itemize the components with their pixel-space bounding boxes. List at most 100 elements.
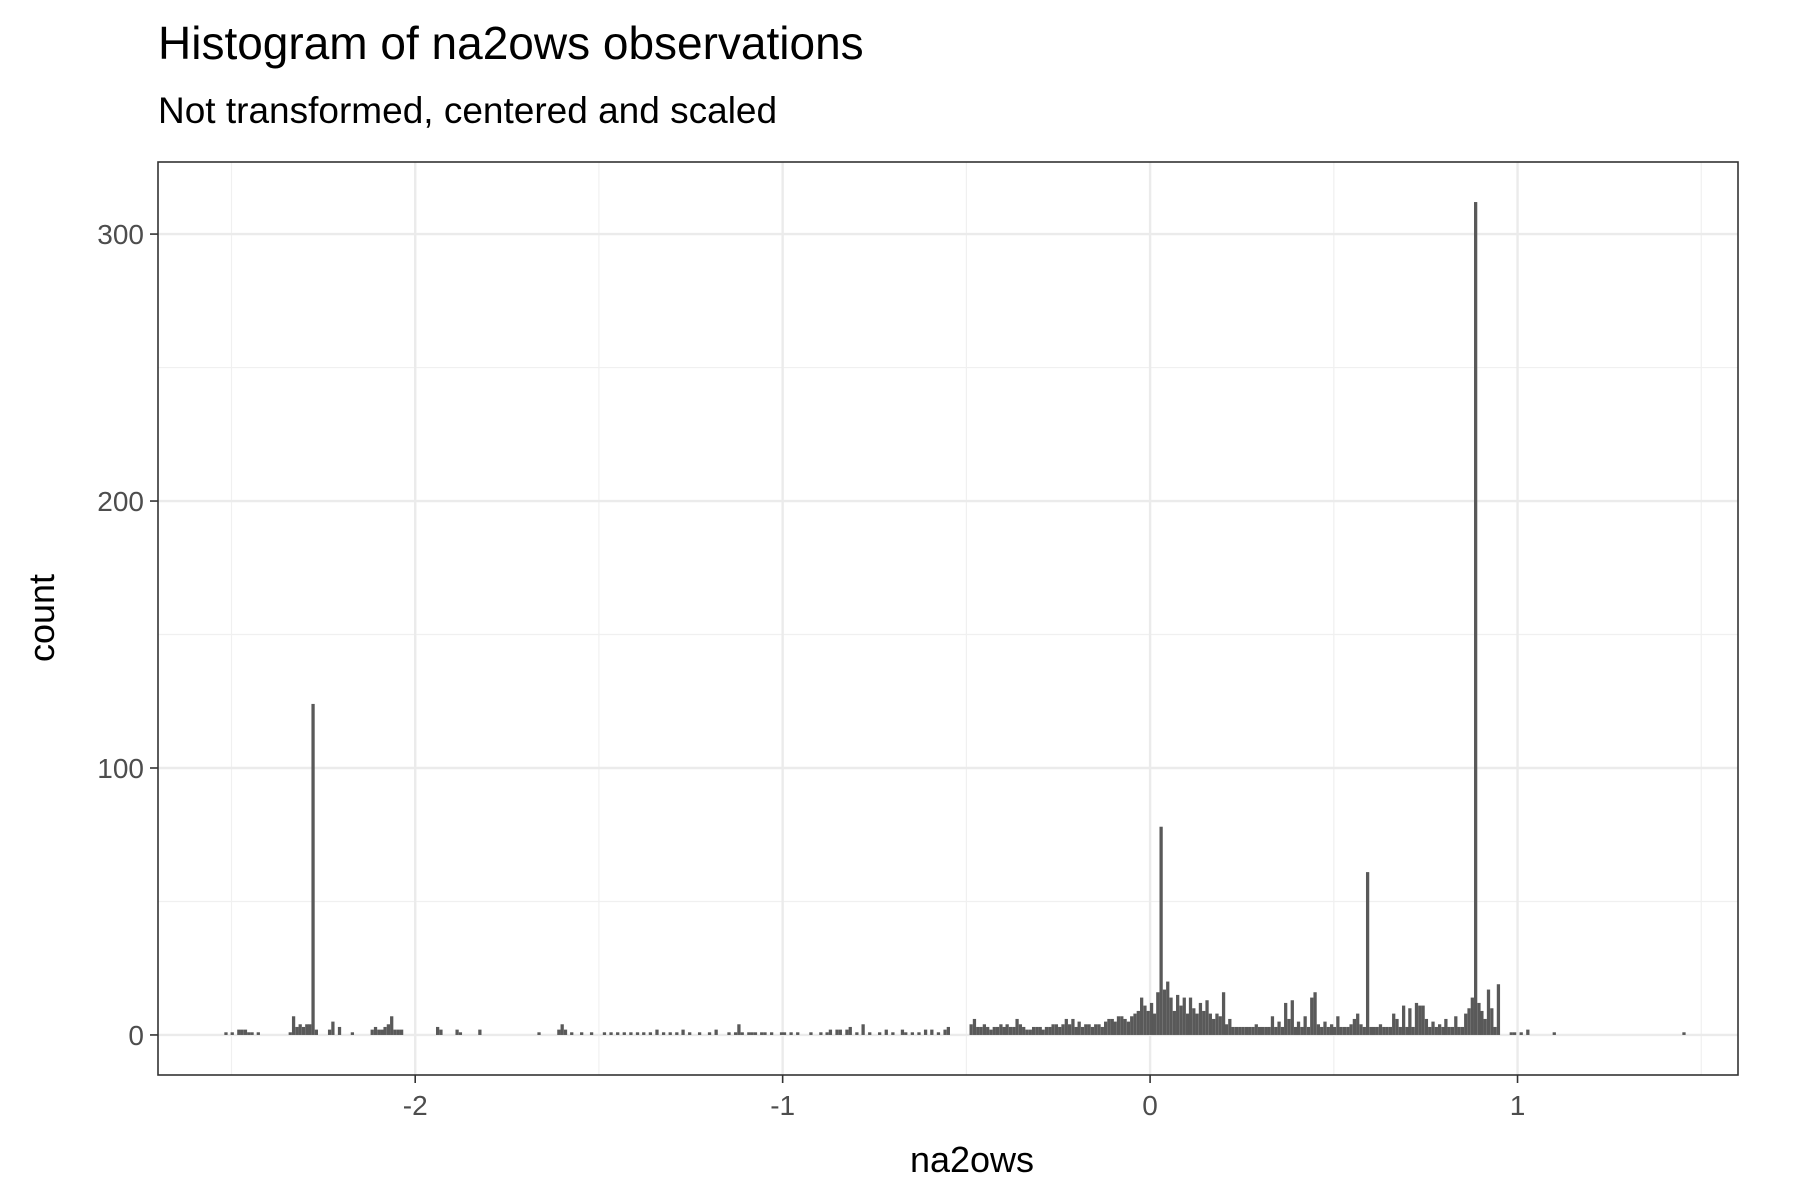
histogram-bar — [1267, 1026, 1271, 1035]
histogram-bar — [1467, 1008, 1471, 1035]
histogram-bar — [1260, 1026, 1265, 1035]
histogram-bar — [753, 1032, 758, 1035]
histogram-bar — [1022, 1026, 1026, 1035]
histogram-bar — [237, 1029, 241, 1035]
histogram-bar — [570, 1032, 574, 1035]
histogram-bar — [1284, 1002, 1288, 1035]
histogram-bar — [1447, 1026, 1451, 1035]
histogram-bar — [707, 1032, 712, 1035]
histogram-bar — [976, 1026, 980, 1035]
histogram-bars — [224, 202, 1686, 1035]
x-tick-label: -2 — [403, 1090, 428, 1121]
histogram-bar — [1457, 1026, 1461, 1035]
histogram-bar — [828, 1029, 833, 1035]
histogram-bar — [1205, 1000, 1209, 1035]
histogram-bar — [668, 1032, 672, 1035]
histogram-bar — [250, 1032, 254, 1035]
histogram-bar — [1382, 1026, 1386, 1035]
histogram-bar — [868, 1032, 872, 1035]
histogram-bar — [1067, 1024, 1072, 1035]
histogram-bar — [1293, 1026, 1298, 1035]
histogram-bar — [1519, 1032, 1523, 1035]
histogram-bar — [1424, 1018, 1429, 1035]
histogram-bar — [563, 1029, 568, 1035]
histogram-bar — [1080, 1026, 1085, 1035]
histogram-bar — [291, 1016, 296, 1035]
x-tick-label: 0 — [1142, 1090, 1158, 1121]
histogram-bar — [1133, 1013, 1137, 1035]
histogram-bar — [305, 1024, 309, 1035]
histogram-bar — [1323, 1021, 1327, 1035]
y-tick-label: 300 — [97, 219, 144, 250]
histogram-bar — [900, 1029, 905, 1035]
histogram-bar — [1526, 1029, 1530, 1035]
histogram-bar — [1460, 1026, 1465, 1035]
histogram-bar — [1025, 1029, 1029, 1035]
histogram-bar — [1270, 1016, 1275, 1035]
histogram-bar — [1041, 1029, 1045, 1035]
histogram-bar — [393, 1029, 397, 1035]
histogram-bar — [1054, 1024, 1059, 1035]
histogram-bar — [1107, 1018, 1111, 1035]
histogram-bar — [1074, 1026, 1078, 1035]
histogram-bar — [1320, 1026, 1324, 1035]
histogram-bar — [616, 1032, 620, 1035]
histogram-bar — [1234, 1026, 1239, 1035]
histogram-bar — [1005, 1024, 1009, 1035]
histogram-bar — [943, 1029, 947, 1035]
histogram-bar — [760, 1032, 764, 1035]
histogram-bar — [560, 1024, 564, 1035]
histogram-bar — [1470, 997, 1474, 1035]
histogram-bar — [688, 1032, 692, 1035]
histogram-bar — [383, 1026, 387, 1035]
histogram-bar — [1369, 1026, 1373, 1035]
histogram-bar — [1156, 992, 1160, 1035]
histogram-bar — [946, 1026, 950, 1035]
histogram-bar — [390, 1016, 394, 1035]
x-axis-title: na2ows — [910, 1139, 1034, 1180]
histogram-bar — [1212, 1018, 1216, 1035]
histogram-bar — [1241, 1026, 1245, 1035]
histogram-bar — [1346, 1026, 1350, 1035]
histogram-bar — [769, 1032, 774, 1035]
histogram-bar — [1071, 1018, 1075, 1035]
histogram-bar — [311, 703, 315, 1035]
histogram-bar — [1421, 1005, 1425, 1035]
histogram-bar — [982, 1024, 987, 1035]
histogram-bar — [224, 1032, 228, 1035]
histogram-bar — [1140, 997, 1144, 1035]
histogram-bar — [1342, 1026, 1347, 1035]
histogram-bar — [337, 1026, 342, 1035]
histogram-bar — [1477, 1002, 1481, 1035]
histogram-bar — [1257, 1026, 1262, 1035]
histogram-bar — [1375, 1026, 1379, 1035]
plot-panel-border — [157, 161, 1739, 1076]
histogram-bar — [1198, 1002, 1203, 1035]
histogram-bar — [308, 1024, 312, 1035]
histogram-bar — [380, 1029, 384, 1035]
histogram-bar — [247, 1032, 251, 1035]
histogram-bar — [1152, 1013, 1157, 1035]
histogram-bar — [697, 1032, 702, 1035]
histogram-bar — [455, 1029, 459, 1035]
histogram-bar — [1313, 992, 1317, 1035]
histogram-bar — [386, 1024, 391, 1035]
histogram-bar — [635, 1032, 640, 1035]
histogram-bar — [622, 1032, 626, 1035]
histogram-bar — [1018, 1024, 1023, 1035]
histogram-bar — [796, 1032, 800, 1035]
histogram-bar — [995, 1026, 1000, 1035]
histogram-bar — [1116, 1016, 1121, 1035]
histogram-bar — [1238, 1026, 1242, 1035]
histogram-bar — [1051, 1024, 1055, 1035]
histogram-bar — [747, 1032, 751, 1035]
histogram-bar — [1008, 1026, 1013, 1035]
histogram-bar — [789, 1032, 793, 1035]
histogram-bar — [1388, 1026, 1393, 1035]
histogram-bar — [1058, 1026, 1062, 1035]
histogram-bar — [399, 1029, 404, 1035]
histogram-bar — [1277, 1021, 1281, 1035]
histogram-bar — [1195, 1013, 1199, 1035]
histogram-bar — [1123, 1018, 1127, 1035]
